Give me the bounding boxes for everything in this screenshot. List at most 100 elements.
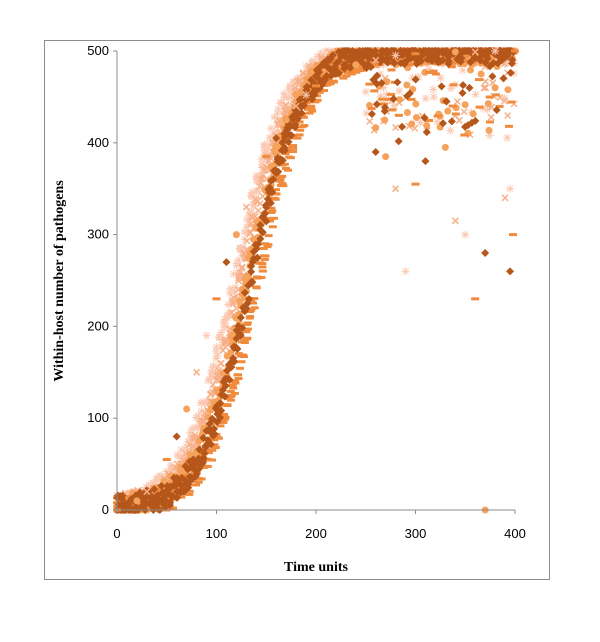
data-point [446,84,455,93]
data-point [433,117,442,126]
data-point [421,157,430,166]
data-point [421,94,430,103]
data-point [216,332,225,341]
data-point [393,78,402,87]
data-point [212,347,221,356]
data-point [272,134,281,143]
y-tick-label: 500 [87,43,109,58]
data-point [252,175,261,184]
data-point [436,73,445,82]
data-point [229,270,238,279]
data-point [390,101,399,110]
data-point [240,228,249,237]
data-point [133,497,141,505]
data-point [260,209,269,218]
data-point [429,93,438,102]
data-point [210,424,219,433]
data-point [217,359,225,367]
data-point [420,113,429,122]
data-point [213,351,222,360]
data-point [389,94,398,103]
data-point [414,72,423,81]
data-point [328,51,337,60]
data-point [377,79,386,88]
data-point [381,103,390,112]
data-point [297,109,306,118]
y-axis-title: Within-host number of pathogens [52,180,67,382]
data-point [444,57,453,66]
data-point [166,501,175,510]
data-point [507,59,516,68]
data-point [459,81,468,90]
data-point [186,428,195,437]
data-point [331,69,340,78]
data-point [200,449,209,458]
data-point [282,93,291,102]
data-point [485,131,494,140]
data-point [257,179,265,187]
data-point [253,198,261,206]
data-point [236,313,245,322]
data-point [213,363,222,372]
data-point [422,128,431,137]
data-point [160,477,168,485]
data-point [396,96,404,104]
data-point [182,442,191,451]
data-point [271,129,280,138]
data-point [256,220,265,229]
data-point [366,117,374,125]
data-point [254,207,262,215]
data-point [322,71,331,80]
data-point [238,263,246,271]
data-point [193,368,201,376]
data-point [272,126,281,135]
data-point [284,94,293,103]
data-point [408,120,416,128]
data-point [456,57,465,66]
data-point [148,502,157,511]
data-point [222,258,231,267]
data-point [256,200,264,208]
data-point [197,399,206,408]
data-point [503,51,512,60]
data-point [411,75,420,84]
data-point [504,111,512,120]
data-point [488,72,497,81]
data-point [195,437,203,445]
data-point [276,117,284,125]
x-tick-label: 300 [405,526,427,541]
data-point [424,65,433,74]
data-point [506,267,515,276]
data-point [254,171,263,180]
data-point [325,56,334,65]
data-point [409,59,418,68]
data-point [184,483,193,492]
data-point [230,287,239,296]
data-point [240,288,249,297]
data-point [232,259,241,268]
data-point [217,406,226,415]
data-point [308,89,317,98]
data-point [232,231,240,239]
data-point [216,399,225,408]
data-point [188,432,197,441]
data-point [469,110,477,118]
data-point [174,452,183,461]
data-point [291,120,300,129]
data-point [403,81,411,89]
data-point [359,59,368,68]
data-point [442,97,451,106]
data-point [265,183,274,192]
data-point [152,473,161,482]
data-point [262,203,271,212]
data-point [483,54,492,63]
data-point [302,91,311,100]
data-point [160,498,169,507]
data-point [155,472,164,481]
data-point [247,267,256,276]
data-point [429,85,438,94]
data-point [492,105,501,114]
data-point [466,58,475,67]
data-point [206,440,215,449]
data-point [234,256,243,265]
